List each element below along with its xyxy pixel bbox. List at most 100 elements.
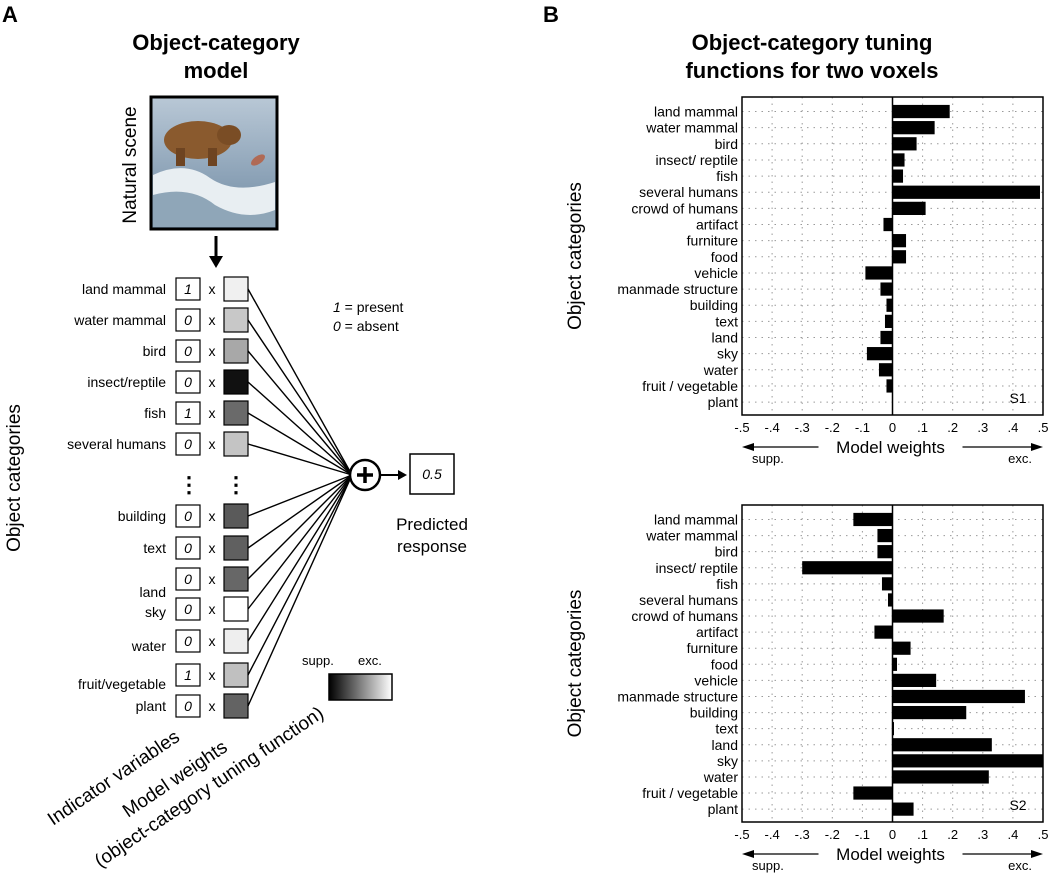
arrow-left-icon	[742, 850, 754, 858]
bar	[880, 282, 893, 296]
indicator-value: 0	[184, 343, 192, 359]
x-tick-label: .3	[977, 420, 988, 435]
category-tick-label: crowd of humans	[631, 200, 738, 216]
connection-line	[247, 443, 353, 476]
category-label: fruit/vegetable	[78, 676, 166, 692]
bar	[865, 266, 893, 280]
output-box	[409, 453, 455, 495]
ellipsis-indicators: ⋮	[178, 472, 200, 497]
indicator-value: 1	[184, 667, 192, 683]
x-tick-label: -.3	[795, 420, 810, 435]
connection-lines	[247, 288, 353, 707]
times-sign: x	[209, 312, 216, 328]
category-tick-label: several humans	[639, 592, 738, 608]
sum-node	[348, 458, 382, 492]
category-row: water mammal 0 x	[73, 307, 249, 333]
bar	[892, 121, 935, 135]
category-tick-label: manmade structure	[617, 688, 738, 704]
colorbar-supp-label: supp.	[302, 653, 334, 668]
connection-line	[247, 474, 353, 676]
connection-line	[247, 474, 353, 707]
weight-box	[223, 596, 249, 622]
category-label: plant	[136, 698, 166, 714]
category-tick-label: fish	[716, 576, 738, 592]
category-row: land 0 x	[140, 566, 249, 600]
category-label: text	[143, 540, 166, 556]
panel-a-title-line1: Object-category	[132, 30, 300, 55]
x-axis-title: Model weights	[836, 438, 945, 457]
indicator-value: 0	[184, 540, 192, 556]
connection-line	[247, 381, 353, 476]
indicator-box	[175, 629, 201, 653]
category-tick-label: land mammal	[654, 104, 738, 120]
times-sign: x	[209, 571, 216, 587]
x-tick-label: -.2	[825, 420, 840, 435]
category-tick-label: crowd of humans	[631, 608, 738, 624]
panel-a-title-line2: model	[184, 58, 249, 83]
indicator-box	[175, 432, 201, 456]
indicator-value: 1	[184, 281, 192, 297]
category-tick-label: building	[690, 705, 738, 721]
category-row: fruit/vegetable 1 x	[78, 662, 249, 692]
bar	[887, 593, 893, 607]
times-sign: x	[209, 281, 216, 297]
x-tick-label: .4	[1007, 420, 1018, 435]
x-axis-exc-label: exc.	[1008, 451, 1032, 466]
indicator-value: 0	[184, 508, 192, 524]
connection-line	[247, 474, 353, 642]
connection-line	[247, 474, 353, 517]
category-label: bird	[143, 343, 166, 359]
legend-absent: 0 = absent	[333, 318, 399, 334]
weight-box	[223, 566, 249, 592]
bar	[877, 528, 893, 543]
x-tick-label: -.4	[765, 827, 780, 842]
arrow-right-icon	[1031, 850, 1043, 858]
bar	[886, 298, 893, 312]
legend-present: 1 = present	[333, 299, 404, 315]
arrow-right-icon	[1031, 443, 1043, 451]
bar	[892, 754, 1043, 768]
bar	[881, 577, 893, 591]
times-sign: x	[209, 633, 216, 649]
x-tick-label: .1	[917, 420, 928, 435]
x-tick-label: -.5	[734, 420, 749, 435]
bar	[892, 673, 937, 687]
category-row: sky 0 x	[145, 596, 249, 622]
times-sign: x	[209, 698, 216, 714]
times-sign: x	[209, 540, 216, 556]
category-tick-label: insect/ reptile	[656, 560, 739, 576]
x-tick-label: .3	[977, 827, 988, 842]
bar	[874, 625, 893, 639]
category-tick-label: artifact	[696, 624, 738, 640]
panel-a-letter: A	[2, 2, 18, 27]
y-axis-title: Object categories	[565, 590, 586, 738]
connection-line	[247, 474, 353, 549]
bar	[883, 217, 893, 232]
x-axis-supp-label: supp.	[752, 451, 784, 466]
category-row: text 0 x	[143, 535, 249, 561]
bar	[853, 786, 893, 800]
indicator-value: 1	[184, 405, 192, 421]
panel-a-side-label: Object categories	[4, 404, 25, 552]
indicator-value: 0	[184, 571, 192, 587]
predicted-label-line2: response	[397, 537, 467, 556]
indicator-box	[175, 401, 201, 425]
category-label: sky	[145, 604, 166, 620]
output-value: 0.5	[422, 466, 442, 482]
category-tick-label: furniture	[687, 640, 739, 656]
times-sign: x	[209, 405, 216, 421]
indicator-box	[175, 277, 201, 301]
category-label: fish	[144, 405, 166, 421]
voxel-label: S2	[1009, 797, 1026, 813]
weight-box	[223, 276, 249, 302]
times-sign: x	[209, 343, 216, 359]
indicator-box	[175, 308, 201, 332]
x-tick-label: .5	[1038, 420, 1049, 435]
arrow-left-icon	[742, 443, 754, 451]
category-tick-label: furniture	[687, 233, 739, 249]
category-label: land	[140, 584, 166, 600]
connection-line	[247, 288, 353, 476]
bar	[892, 250, 907, 264]
indicator-value: 0	[184, 374, 192, 390]
